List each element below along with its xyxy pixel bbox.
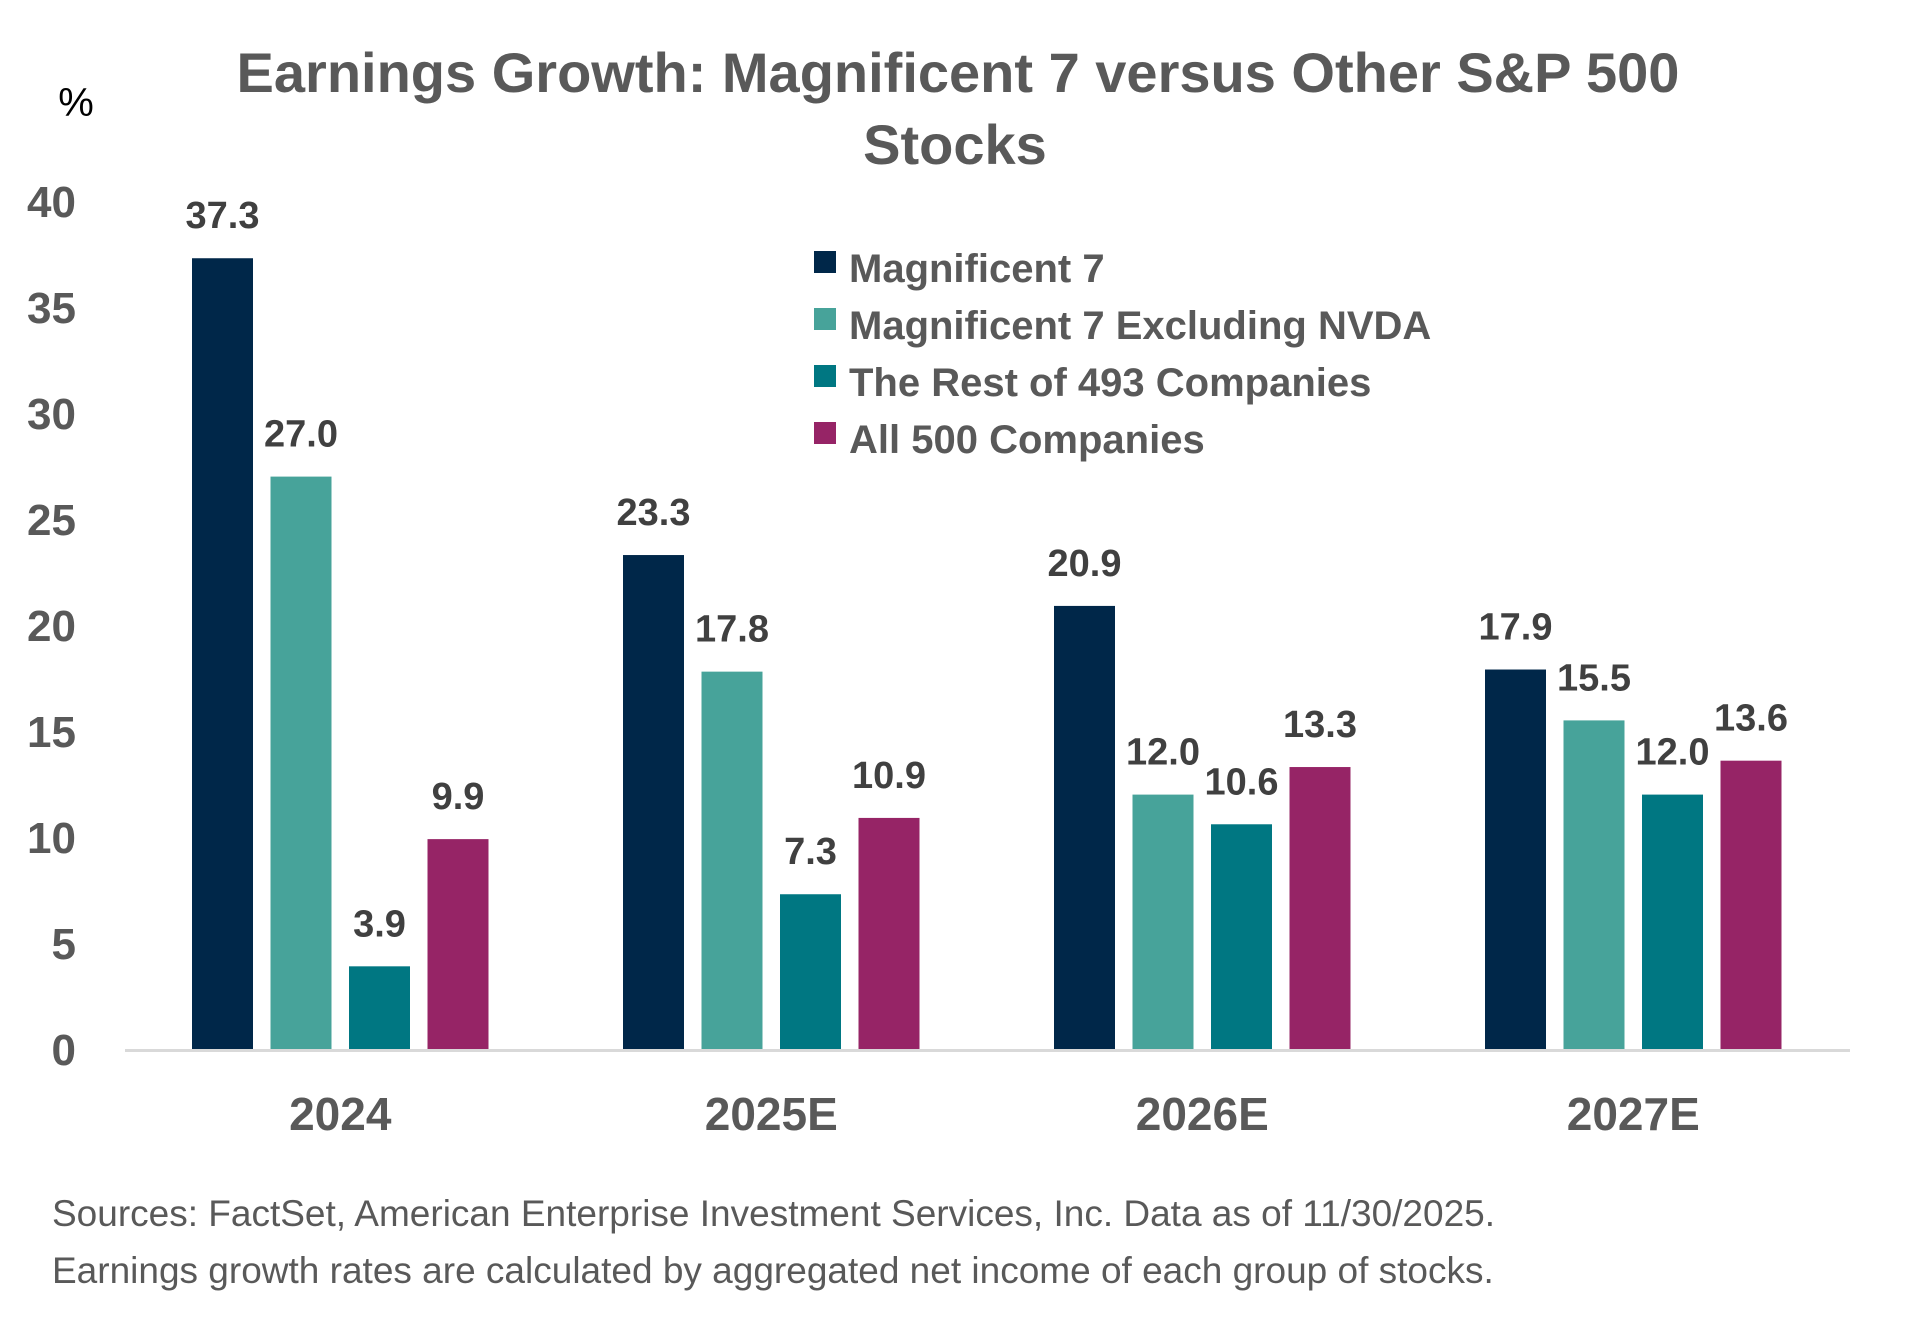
x-category-label: 2024 [289,1088,392,1140]
bar-the-rest-of-493-companies-2024 [349,966,410,1049]
bar-magnificent-7-excluding-nvda-2027e [1563,720,1625,1049]
bar-the-rest-of-493-companies-2026e [1211,824,1272,1049]
legend-item-label: The Rest of 493 Companies [849,361,1371,405]
x-axis: 2024 2025E 2026E 2027E [289,1088,1700,1140]
y-tick-label: 20 [27,602,76,651]
y-tick-label: 40 [27,178,76,227]
footnote: Sources: FactSet, American Enterprise In… [52,1185,1872,1299]
data-label: 37.3 [186,195,260,237]
data-label: 20.9 [1048,543,1122,585]
y-axis: 0 5 10 15 20 25 30 35 40 [27,178,76,1075]
legend-item-label: Magnificent 7 [849,247,1105,291]
legend-swatch-icon [814,422,836,444]
bars [192,258,1782,1050]
chart-title-line-2: Stocks [863,113,1047,176]
legend-swatch-icon [814,308,836,330]
data-label: 17.8 [695,609,769,651]
y-axis-unit-label: % [58,81,94,125]
footnote-sources: Sources: FactSet, American Enterprise In… [52,1193,1496,1234]
footnote-methodology: Earnings growth rates are calculated by … [52,1250,1494,1291]
data-label: 3.9 [353,903,406,945]
bar-all-500-companies-2025e [858,817,920,1049]
bar-magnificent-7-2026e [1054,605,1115,1049]
bar-all-500-companies-2027e [1720,760,1782,1049]
y-tick-label: 25 [27,496,76,545]
y-tick-label: 15 [27,708,76,757]
legend-item-label: Magnificent 7 Excluding NVDA [849,304,1431,348]
data-label: 10.6 [1205,761,1279,803]
y-tick-label: 35 [27,284,76,333]
bar-magnificent-7-2027e [1485,669,1546,1049]
x-category-label: 2027E [1567,1088,1700,1140]
bar-the-rest-of-493-companies-2027e [1642,794,1703,1049]
bar-magnificent-7-2025e [623,555,684,1049]
data-label: 10.9 [852,755,926,797]
bar-magnificent-7-excluding-nvda-2024 [270,476,332,1050]
x-category-label: 2025E [705,1088,838,1140]
legend-swatch-icon [814,251,836,273]
data-label: 17.9 [1479,607,1553,649]
bar-magnificent-7-excluding-nvda-2025e [701,671,763,1049]
y-tick-label: 5 [52,920,76,969]
bar-magnificent-7-excluding-nvda-2026e [1132,794,1194,1049]
bar-all-500-companies-2026e [1289,767,1351,1049]
chart-title: Earnings Growth: Magnificent 7 versus Ot… [237,41,1680,176]
chart-title-line-1: Earnings Growth: Magnificent 7 versus Ot… [237,41,1680,104]
data-label: 23.3 [617,492,691,534]
y-tick-label: 30 [27,390,76,439]
data-label: 27.0 [264,414,338,456]
data-label: 7.3 [784,831,837,873]
data-labels: 37.327.03.99.923.317.87.310.920.912.010.… [186,195,1788,945]
y-tick-label: 0 [52,1026,76,1075]
data-label: 13.6 [1714,698,1788,740]
legend: Magnificent 7 Magnificent 7 Excluding NVD… [814,247,1431,462]
y-tick-label: 10 [27,814,76,863]
bar-the-rest-of-493-companies-2025e [780,894,841,1049]
legend-swatch-icon [814,365,836,387]
data-label: 9.9 [432,776,485,818]
data-label: 12.0 [1126,732,1200,774]
legend-item-label: All 500 Companies [849,418,1205,462]
bar-magnificent-7-2024 [192,258,253,1049]
bar-all-500-companies-2024 [427,839,489,1049]
x-category-label: 2026E [1136,1088,1269,1140]
data-label: 12.0 [1636,732,1710,774]
bar-chart: Earnings Growth: Magnificent 7 versus Ot… [27,41,1850,1140]
data-label: 13.3 [1283,704,1357,746]
data-label: 15.5 [1557,657,1631,699]
